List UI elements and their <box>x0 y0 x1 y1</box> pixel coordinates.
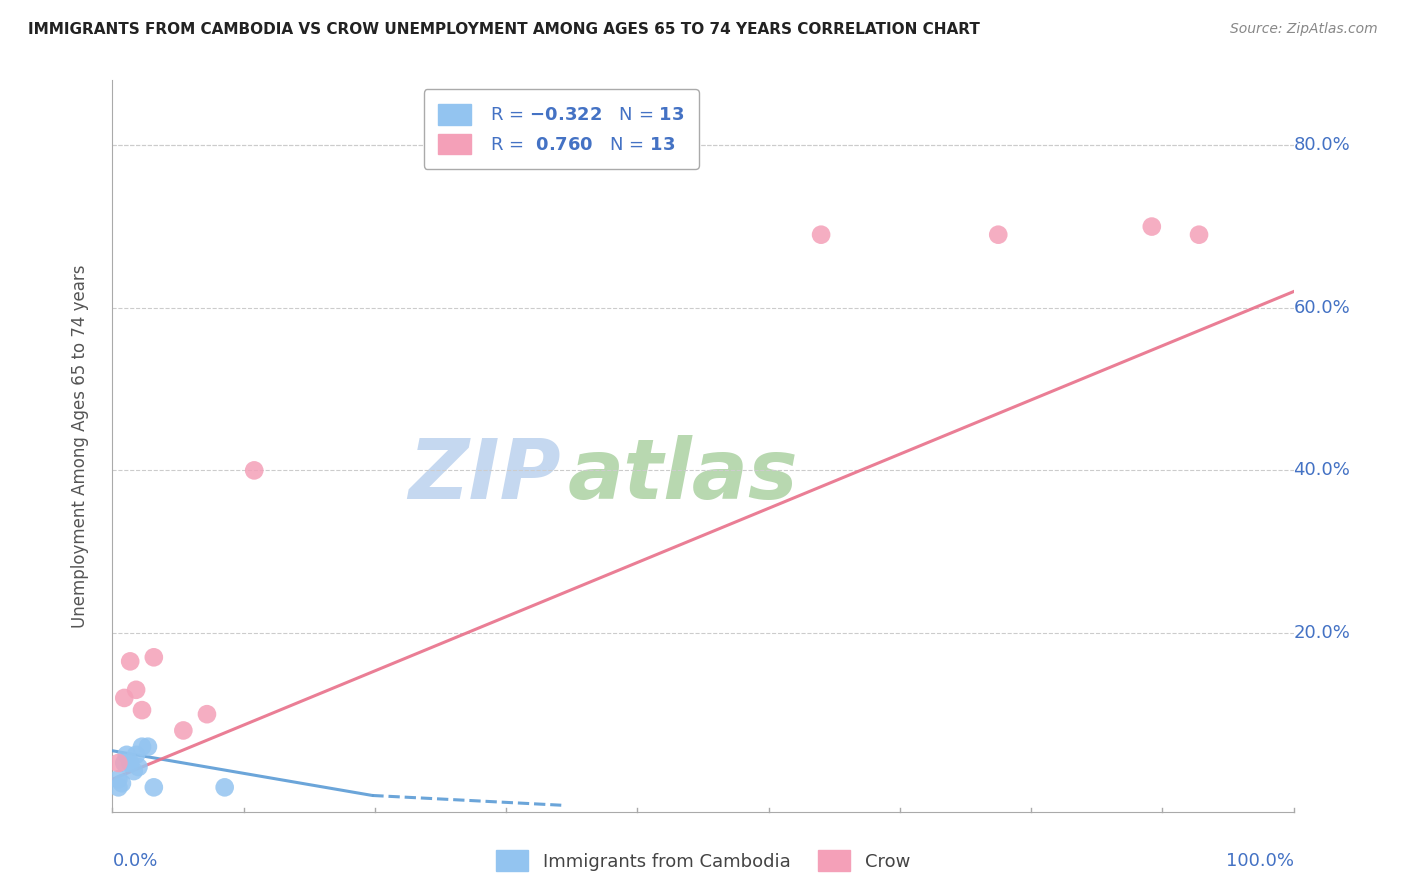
Point <box>107 772 129 787</box>
Text: 60.0%: 60.0% <box>1294 299 1350 317</box>
Point <box>111 776 134 790</box>
Point <box>1188 227 1211 242</box>
Point <box>195 707 218 722</box>
Point <box>125 747 148 762</box>
Point <box>107 756 129 770</box>
Point <box>127 760 149 774</box>
Point <box>120 654 142 668</box>
Point <box>987 227 1010 242</box>
Point <box>810 227 832 242</box>
Legend:  R = $\bf{-0.322}$   N = $\bf{13}$,  R =  $\bf{0.760}$   N = $\bf{13}$: R = $\bf{-0.322}$ N = $\bf{13}$, R = $\b… <box>423 89 699 169</box>
Point <box>120 756 142 770</box>
Text: 80.0%: 80.0% <box>1294 136 1350 154</box>
Point <box>142 650 165 665</box>
Text: IMMIGRANTS FROM CAMBODIA VS CROW UNEMPLOYMENT AMONG AGES 65 TO 74 YEARS CORRELAT: IMMIGRANTS FROM CAMBODIA VS CROW UNEMPLO… <box>28 22 980 37</box>
Point <box>214 780 236 795</box>
Point <box>112 756 135 770</box>
Point <box>1140 219 1163 234</box>
Text: 0.0%: 0.0% <box>112 852 157 870</box>
Text: ZIP: ZIP <box>409 434 561 516</box>
Text: Source: ZipAtlas.com: Source: ZipAtlas.com <box>1230 22 1378 37</box>
Text: 40.0%: 40.0% <box>1294 461 1350 479</box>
Point <box>136 739 159 754</box>
Point <box>243 463 266 477</box>
Point <box>131 739 153 754</box>
Text: atlas: atlas <box>567 434 797 516</box>
Y-axis label: Unemployment Among Ages 65 to 74 years: Unemployment Among Ages 65 to 74 years <box>70 264 89 628</box>
Text: 20.0%: 20.0% <box>1294 624 1350 642</box>
Point <box>112 690 135 705</box>
Point <box>172 723 194 738</box>
Text: 100.0%: 100.0% <box>1226 852 1294 870</box>
Point <box>142 780 165 795</box>
Point <box>122 764 145 778</box>
Point <box>115 747 138 762</box>
Legend: Immigrants from Cambodia, Crow: Immigrants from Cambodia, Crow <box>489 843 917 879</box>
Point <box>125 682 148 697</box>
Point <box>131 703 153 717</box>
Point <box>107 780 129 795</box>
